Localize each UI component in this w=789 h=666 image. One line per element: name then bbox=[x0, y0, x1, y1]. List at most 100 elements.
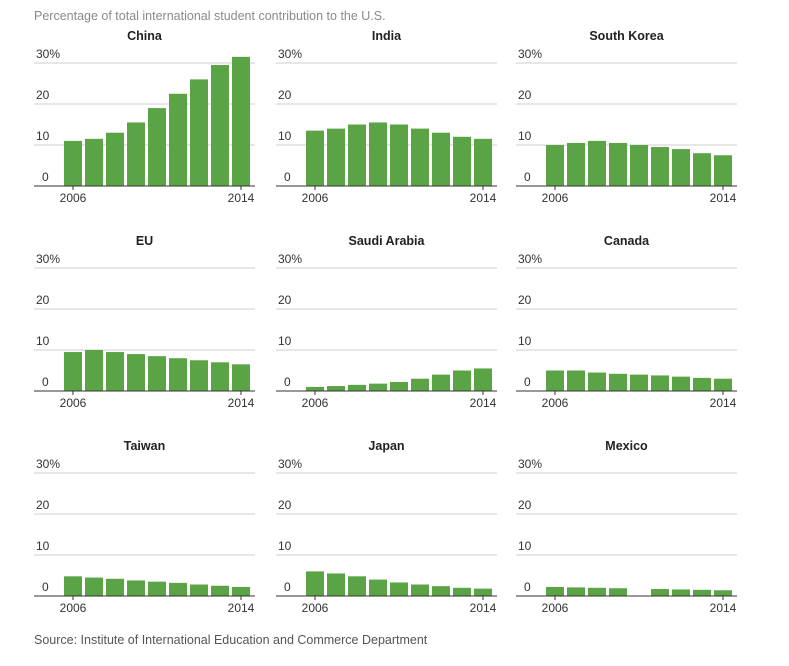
panel-title: South Korea bbox=[589, 29, 664, 43]
panel-china: China 30% 20 10 0 2006 2014 bbox=[34, 29, 255, 205]
y-tick-label: 10 bbox=[518, 129, 532, 143]
y-tick-label: 0 bbox=[524, 170, 531, 184]
panel-mexico: Mexico 30% 20 10 0 2006 2014 bbox=[516, 439, 737, 615]
x-tick-label: 2014 bbox=[710, 191, 737, 205]
bar bbox=[148, 356, 166, 391]
bar bbox=[327, 128, 345, 186]
bar bbox=[432, 586, 450, 596]
x-tick-label: 2014 bbox=[710, 396, 737, 410]
panel-taiwan: Taiwan 30% 20 10 0 2006 2014 bbox=[34, 439, 255, 615]
bar bbox=[127, 354, 145, 391]
panel-title: Canada bbox=[604, 234, 650, 248]
panel-title: India bbox=[372, 29, 402, 43]
bar bbox=[85, 138, 103, 186]
bar bbox=[630, 374, 648, 391]
x-tick-label: 2014 bbox=[710, 601, 737, 615]
y-tick-label: 10 bbox=[278, 129, 292, 143]
y-tick-label: 20 bbox=[36, 88, 50, 102]
bar bbox=[567, 587, 585, 596]
x-tick-label: 2006 bbox=[302, 396, 329, 410]
x-tick-label: 2006 bbox=[542, 601, 569, 615]
bar bbox=[348, 384, 366, 391]
panel-saudi-arabia: Saudi Arabia 30% 20 10 0 2006 2014 bbox=[276, 234, 497, 410]
bar bbox=[211, 585, 229, 596]
bar bbox=[190, 79, 208, 186]
y-tick-label: 20 bbox=[36, 293, 50, 307]
bar bbox=[327, 386, 345, 391]
bar bbox=[369, 122, 387, 186]
bar bbox=[306, 386, 324, 391]
x-tick-label: 2014 bbox=[470, 396, 497, 410]
y-tick-label: 30% bbox=[518, 457, 542, 471]
x-tick-label: 2014 bbox=[228, 601, 255, 615]
bar bbox=[453, 370, 471, 391]
chart-subtitle: Percentage of total international studen… bbox=[34, 9, 386, 23]
bar bbox=[232, 364, 250, 391]
bar bbox=[546, 145, 564, 186]
y-tick-label: 30% bbox=[36, 47, 60, 61]
bar bbox=[546, 370, 564, 391]
panel-india: India 30% 20 10 0 2006 2014 bbox=[276, 29, 497, 205]
bar bbox=[127, 580, 145, 596]
bar bbox=[651, 589, 669, 596]
y-tick-label: 0 bbox=[284, 580, 291, 594]
bar bbox=[327, 573, 345, 596]
x-tick-label: 2014 bbox=[470, 601, 497, 615]
bar bbox=[64, 140, 82, 186]
bar bbox=[411, 378, 429, 391]
bar bbox=[64, 576, 82, 596]
x-tick-label: 2006 bbox=[60, 191, 87, 205]
x-tick-label: 2014 bbox=[228, 191, 255, 205]
bar bbox=[672, 376, 690, 391]
panel-title: Japan bbox=[368, 439, 404, 453]
bar bbox=[672, 149, 690, 186]
y-tick-label: 0 bbox=[284, 170, 291, 184]
y-tick-label: 20 bbox=[518, 88, 532, 102]
panel-eu: EU 30% 20 10 0 2006 2014 bbox=[34, 234, 255, 410]
bar bbox=[567, 370, 585, 391]
bar bbox=[693, 153, 711, 186]
bar bbox=[148, 581, 166, 596]
y-tick-label: 20 bbox=[278, 498, 292, 512]
bar bbox=[432, 374, 450, 391]
bar bbox=[106, 132, 124, 186]
bar bbox=[106, 578, 124, 596]
bar bbox=[693, 589, 711, 596]
y-tick-label: 20 bbox=[36, 498, 50, 512]
bar bbox=[609, 142, 627, 186]
y-tick-label: 0 bbox=[42, 580, 49, 594]
bar bbox=[211, 362, 229, 391]
panel-title: China bbox=[127, 29, 163, 43]
panel-japan: Japan 30% 20 10 0 2006 2014 bbox=[276, 439, 497, 615]
y-tick-label: 20 bbox=[278, 88, 292, 102]
panel-south-korea: South Korea 30% 20 10 0 2006 2014 bbox=[516, 29, 737, 205]
bar bbox=[148, 108, 166, 186]
bar bbox=[567, 142, 585, 186]
y-tick-label: 10 bbox=[36, 539, 50, 553]
bar bbox=[651, 147, 669, 186]
bar bbox=[411, 584, 429, 596]
bar bbox=[474, 138, 492, 186]
bar bbox=[106, 352, 124, 391]
x-tick-label: 2006 bbox=[302, 191, 329, 205]
panel-title: Mexico bbox=[605, 439, 648, 453]
bar bbox=[588, 372, 606, 391]
y-tick-label: 0 bbox=[42, 375, 49, 389]
y-tick-label: 0 bbox=[524, 375, 531, 389]
bar bbox=[232, 586, 250, 596]
bar bbox=[453, 587, 471, 596]
bar bbox=[127, 122, 145, 186]
y-tick-label: 10 bbox=[36, 129, 50, 143]
bar bbox=[588, 140, 606, 186]
x-tick-label: 2006 bbox=[542, 396, 569, 410]
bar bbox=[169, 93, 187, 186]
y-tick-label: 30% bbox=[518, 47, 542, 61]
bar bbox=[85, 350, 103, 391]
bar bbox=[64, 352, 82, 391]
x-tick-label: 2006 bbox=[60, 396, 87, 410]
y-tick-label: 0 bbox=[42, 170, 49, 184]
panel-title: Saudi Arabia bbox=[349, 234, 426, 248]
x-tick-label: 2014 bbox=[228, 396, 255, 410]
bar bbox=[546, 586, 564, 596]
